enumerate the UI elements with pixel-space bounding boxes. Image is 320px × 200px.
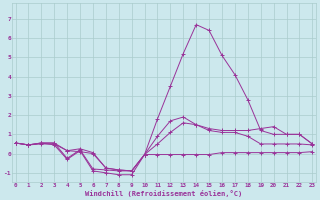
X-axis label: Windchill (Refroidissement éolien,°C): Windchill (Refroidissement éolien,°C) (85, 190, 243, 197)
